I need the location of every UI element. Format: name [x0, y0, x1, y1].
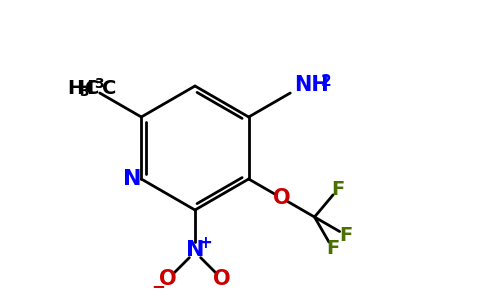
- Text: NH: NH: [294, 75, 329, 95]
- Text: H: H: [77, 79, 94, 98]
- Text: C: C: [102, 79, 116, 98]
- Text: N: N: [123, 169, 141, 189]
- Text: O: O: [159, 269, 177, 289]
- Text: F: F: [339, 226, 352, 244]
- Text: F: F: [326, 239, 339, 258]
- Text: 2: 2: [320, 74, 331, 89]
- Text: −: −: [151, 277, 165, 295]
- Text: +: +: [198, 234, 212, 252]
- Text: O: O: [213, 269, 231, 289]
- Text: N: N: [186, 240, 204, 260]
- Text: H: H: [68, 79, 84, 98]
- Text: F: F: [331, 180, 344, 199]
- Text: O: O: [273, 188, 290, 208]
- Text: C: C: [85, 79, 99, 98]
- Text: 3: 3: [94, 77, 104, 91]
- Text: 3: 3: [79, 85, 89, 99]
